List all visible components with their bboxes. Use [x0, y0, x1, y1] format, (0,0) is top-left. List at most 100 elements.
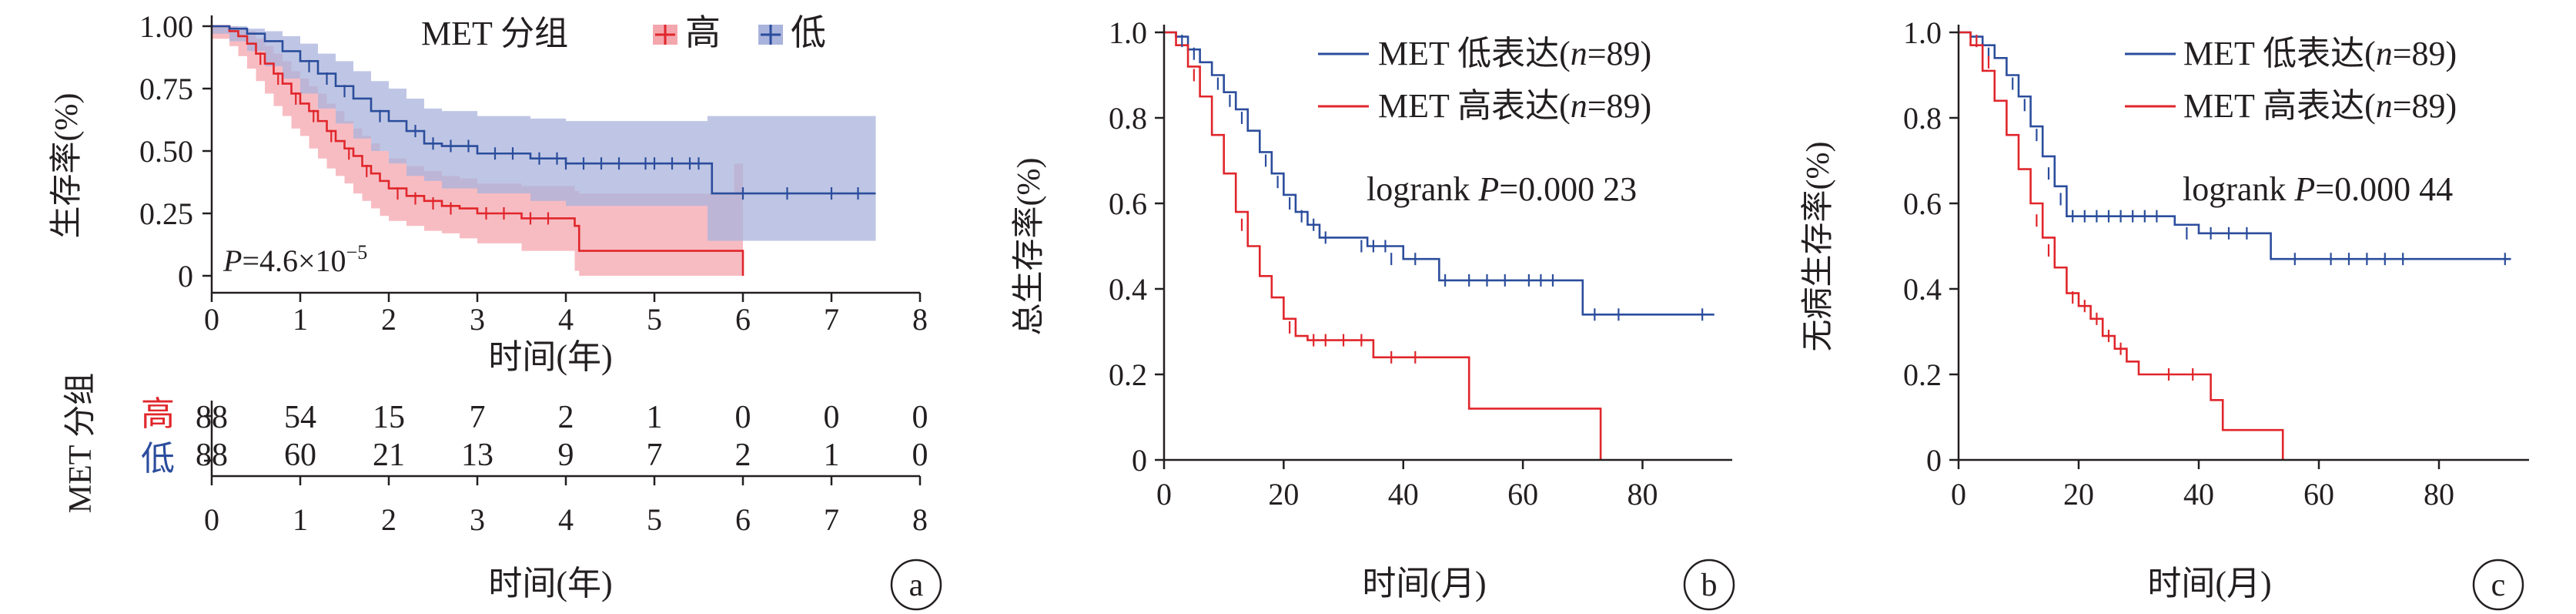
y-tick-label: 1.00 — [139, 9, 193, 44]
km-curves — [1164, 31, 1715, 460]
panel-c: 0 0.2 0.4 0.6 0.8 1.0 0 20 40 60 80 无病生存率(%) 时间(月)… — [1800, 15, 2529, 611]
y-axis-label: 无病生存率(%) — [1800, 142, 1836, 352]
y-tick-label: 0 — [1132, 443, 1147, 478]
p-value-annotation: P=4.6×10−5 — [222, 241, 367, 278]
risk-x-tick-label: 2 — [381, 502, 396, 537]
censor-marks — [259, 52, 859, 225]
risk-row-label-high: 高 — [141, 395, 175, 433]
x-tick-label: 40 — [2183, 477, 2214, 512]
risk-cell-low: 7 — [647, 438, 663, 473]
logrank-annotation: logrank P=0.000 44 — [2183, 170, 2453, 208]
risk-cell-high: 54 — [284, 400, 316, 435]
risk-table-title: MET 分组 — [63, 373, 99, 513]
x-tick-label: 0 — [1951, 477, 1966, 512]
legend-label-low: MET 低表达(n=89) — [2183, 35, 2457, 72]
x-tick-label: 1 — [293, 302, 308, 337]
x-tick-label: 0 — [1156, 477, 1172, 512]
x-tick-label: 40 — [1388, 477, 1419, 512]
km-line-high — [1164, 31, 1602, 460]
risk-x-tick-label: 6 — [735, 502, 751, 537]
y-tick-label: 0.4 — [1903, 272, 1942, 307]
y-tick-label: 0.2 — [1903, 357, 1942, 392]
ci-band-low — [212, 26, 876, 241]
risk-cell-low: 21 — [373, 438, 405, 473]
y-tick-label: 0.8 — [1109, 101, 1147, 136]
y-tick-label: 0.6 — [1109, 186, 1147, 221]
panel-label-circle — [2472, 559, 2524, 611]
y-tick-label: 0.25 — [139, 196, 193, 231]
x-axis-label: 时间(月) — [1362, 565, 1486, 602]
risk-cell-high: 1 — [647, 400, 663, 435]
risk-x-axis-label: 时间(年) — [488, 565, 612, 602]
risk-cell-high: 15 — [373, 400, 405, 435]
axes — [1949, 25, 2529, 469]
legend-label-high: 高 — [685, 13, 721, 52]
risk-cell-low: 88 — [196, 438, 228, 473]
y-tick-label: 0.6 — [1903, 186, 1942, 221]
risk-x-tick-label: 8 — [912, 502, 928, 537]
legend-title: MET 分组 — [421, 15, 568, 52]
km-line-low — [1164, 31, 1715, 316]
risk-cell-high: 0 — [824, 400, 840, 435]
y-axis-label: 总生存率(%) — [1011, 158, 1047, 336]
risk-x-tick-label: 4 — [558, 502, 574, 537]
x-tick-label: 5 — [647, 302, 662, 337]
x-tick-label: 60 — [1507, 477, 1538, 512]
km-confidence-bands — [212, 26, 876, 276]
y-tick-label: 1.0 — [1903, 15, 1942, 50]
censor-marks — [1975, 35, 2506, 381]
km-line-low — [212, 25, 876, 195]
y-tick-label: 0.4 — [1109, 272, 1147, 307]
tick-labels: 0 0.25 0.50 0.75 1.00 0 1 2 3 4 5 6 7 8 — [139, 9, 928, 337]
risk-cell-low: 60 — [284, 438, 316, 473]
legend-label-high: MET 高表达(n=89) — [2183, 87, 2457, 125]
y-tick-label: 0 — [178, 259, 193, 294]
panel-label-circle — [890, 559, 942, 611]
risk-cell-low: 13 — [461, 438, 493, 473]
x-tick-label: 80 — [2424, 477, 2454, 512]
panel-label: a — [909, 568, 924, 603]
risk-cell-low: 2 — [735, 438, 751, 473]
x-tick-label: 2 — [381, 302, 396, 337]
censor-marks — [1181, 35, 1704, 364]
risk-cell-high: 7 — [470, 400, 486, 435]
panel-a: 00.250.500.751.000 1 2 3 4 5 6 7 8 生存率(%) 时间(年) … — [49, 9, 942, 611]
x-tick-label: 3 — [470, 302, 485, 337]
risk-cell-high: 2 — [558, 400, 574, 435]
legend-label-high: MET 高表达(n=89) — [1378, 87, 1651, 125]
x-tick-label: 80 — [1627, 477, 1658, 512]
panel-label: c — [2491, 568, 2506, 603]
x-tick-label: 7 — [824, 302, 839, 337]
risk-row-label-low: 低 — [141, 440, 175, 478]
risk-cell-high: 0 — [735, 400, 751, 435]
risk-cell-low: 0 — [912, 438, 928, 473]
y-tick-label: 0 — [1926, 443, 1942, 478]
risk-cell-high: 88 — [196, 400, 228, 435]
risk-x-tick-label: 5 — [647, 502, 662, 537]
y-tick-label: 0.8 — [1903, 101, 1942, 136]
x-tick-label: 20 — [2063, 477, 2094, 512]
risk-x-tick-label: 1 — [293, 502, 308, 537]
x-tick-label: 20 — [1268, 477, 1299, 512]
risk-cell-high: 0 — [912, 400, 928, 435]
logrank-annotation: logrank P=0.000 23 — [1367, 170, 1637, 208]
risk-x-tick-label: 7 — [824, 502, 839, 537]
y-tick-label: 0.75 — [139, 72, 193, 106]
x-tick-label: 60 — [2303, 477, 2334, 512]
axes — [202, 15, 922, 302]
risk-x-tick-label: 3 — [470, 502, 485, 537]
tick-labels: 0 0.2 0.4 0.6 0.8 1.0 0 20 40 60 80 — [1109, 15, 1658, 512]
axes — [1155, 25, 1732, 469]
risk-cell-low: 9 — [558, 438, 574, 473]
tick-labels: 0 0.2 0.4 0.6 0.8 1.0 0 20 40 60 80 — [1903, 15, 2454, 512]
panel-label-circle — [1683, 559, 1735, 611]
number-at-risk-table: 88 54 15 7 2 1 0 0 088 60 21 13 9 7 2 1 00 1 2 3 4 5 6 7 8 — [196, 400, 928, 537]
ci-band-high — [212, 26, 743, 276]
panel-label: b — [1701, 568, 1718, 603]
y-tick-label: 1.0 — [1109, 15, 1147, 50]
y-tick-label: 0.2 — [1109, 357, 1147, 392]
x-tick-label: 6 — [735, 302, 751, 337]
risk-x-tick-label: 0 — [204, 502, 219, 537]
risk-cell-low: 1 — [824, 438, 840, 473]
